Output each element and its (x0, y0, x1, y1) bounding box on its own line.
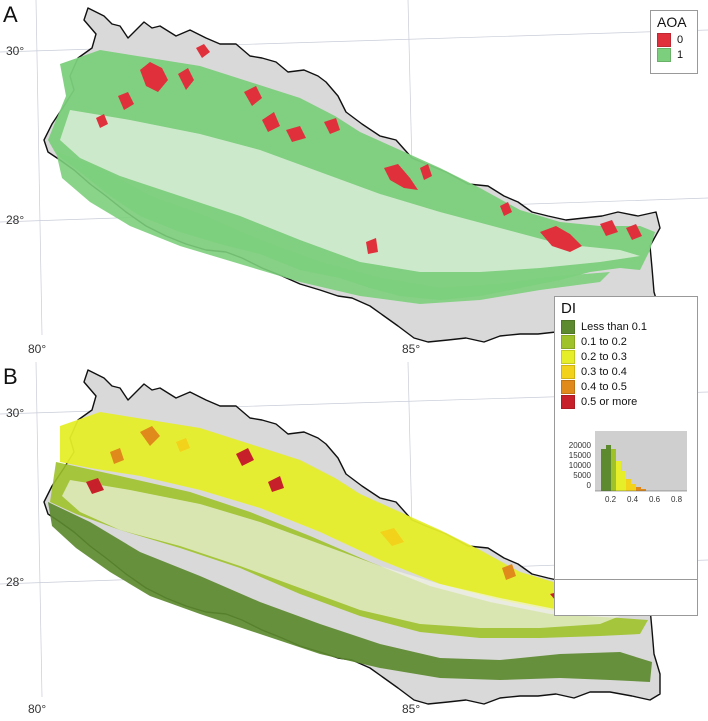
di-low-band (48, 502, 652, 682)
hist-bar-8 (636, 487, 641, 491)
hist-bar-3 (611, 449, 616, 491)
hist-bar-9 (641, 489, 646, 491)
legend-di-box: DI Less than 0.1 0.1 to 0.2 0.2 to 0.3 0… (554, 296, 698, 580)
hist-bar-5 (621, 471, 626, 491)
lon-label-85-b: 85° (402, 702, 421, 716)
legend-item-di-5: 0.5 or more (561, 394, 697, 409)
legend-swatch-aoa-0 (657, 32, 671, 47)
lat-label-30-a: 30° (6, 44, 25, 58)
legend-swatch-di-2 (561, 349, 575, 364)
legend-label-di-2: 0.2 to 0.3 (581, 350, 627, 363)
lat-label-30-b: 30° (6, 406, 25, 420)
lat-label-28-b: 28° (6, 575, 25, 589)
aoa-lowland-band (56, 152, 610, 304)
legend-item-di-4: 0.4 to 0.5 (561, 379, 697, 394)
aoa-speckle-band (60, 110, 640, 272)
di-high-band (60, 412, 655, 616)
hist-ytick-5000: 5000 (573, 471, 591, 480)
hist-xtick-0-2: 0.2 (605, 495, 617, 504)
di-speckle-band (62, 480, 620, 628)
legend-swatch-di-4 (561, 379, 575, 394)
legend-item-di-3: 0.3 to 0.4 (561, 364, 697, 379)
hist-ytick-10000: 10000 (568, 461, 591, 470)
hist-bar-7 (631, 484, 636, 491)
hist-ytick-20000: 20000 (568, 441, 591, 450)
hist-ytick-15000: 15000 (568, 451, 591, 460)
lat-label-28-a: 28° (6, 213, 25, 227)
legend-label-aoa-1: 1 (677, 48, 684, 61)
lon-label-85-a: 85° (402, 342, 421, 356)
graticule-lon-80-b (35, 362, 43, 698)
panel-letter-b: B (3, 364, 18, 389)
legend-title-aoa: AOA (657, 14, 687, 30)
hist-plot (595, 431, 687, 492)
legend-label-di-5: 0.5 or more (581, 395, 638, 408)
legend-item-di-1: 0.1 to 0.2 (561, 334, 697, 349)
legend-swatch-di-5 (561, 394, 575, 409)
hist-xtick-0-6: 0.6 (649, 495, 661, 504)
hist-xtick-0-8: 0.8 (671, 495, 683, 504)
hist-xtick-0-4: 0.4 (627, 495, 639, 504)
legend-label-di-3: 0.3 to 0.4 (581, 365, 627, 378)
legend-swatch-aoa-1 (657, 47, 671, 62)
legend-label-aoa-0: 0 (677, 33, 684, 46)
legend-swatch-di-1 (561, 334, 575, 349)
hist-bar-4 (616, 461, 621, 491)
legend-item-aoa-0: 0 (657, 32, 697, 47)
di-histogram: 20000 15000 10000 5000 0 0.2 0.4 0.6 0.8 (561, 427, 691, 507)
legend-swatch-di-0 (561, 319, 575, 334)
legend-title-di: DI (561, 300, 576, 317)
map-a (0, 0, 708, 343)
lon-label-80-b: 80° (28, 702, 47, 716)
aoa-outside-patches (96, 44, 642, 254)
legend-label-di-4: 0.4 to 0.5 (581, 380, 627, 393)
hist-ytick-0: 0 (586, 481, 591, 490)
lon-label-80-a: 80° (28, 342, 47, 356)
panel-a: A 30° 28° 80° 85° AOA 0 1 (0, 0, 708, 356)
legend-label-di-1: 0.1 to 0.2 (581, 335, 627, 348)
legend-swatch-di-3 (561, 364, 575, 379)
hist-bar-1 (601, 449, 606, 491)
legend-item-di-2: 0.2 to 0.3 (561, 349, 697, 364)
legend-item-aoa-1: 1 (657, 47, 697, 62)
graticule-lon-80 (35, 0, 43, 336)
legend-label-di-0: Less than 0.1 (581, 320, 648, 333)
hist-bar-6 (626, 479, 631, 491)
legend-aoa: AOA 0 1 (650, 10, 698, 74)
panel-letter-a: A (3, 2, 18, 27)
hist-bar-2 (606, 445, 611, 491)
legend-item-di-0: Less than 0.1 (561, 319, 697, 334)
